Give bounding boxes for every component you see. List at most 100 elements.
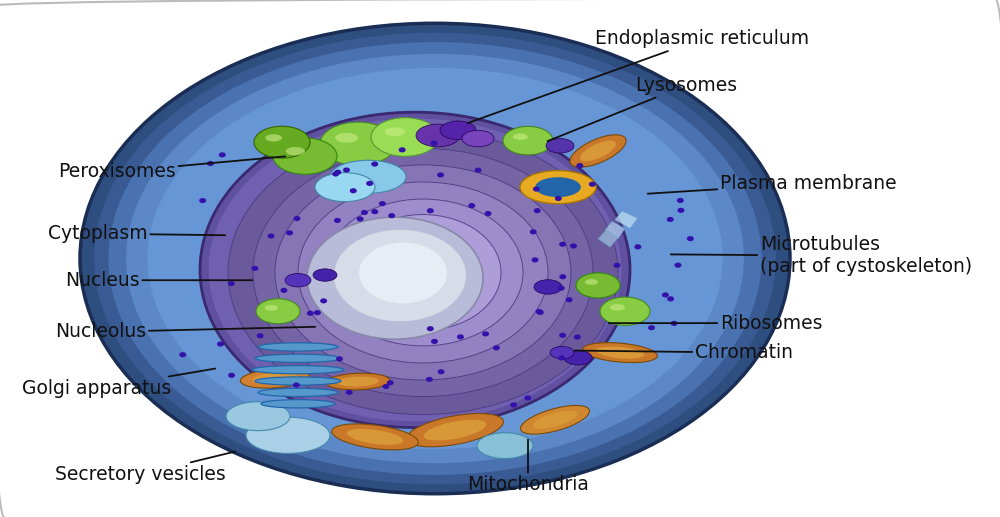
Ellipse shape [662,292,669,297]
Ellipse shape [298,182,548,363]
Ellipse shape [258,388,338,397]
Ellipse shape [200,112,630,428]
Ellipse shape [326,373,390,390]
Ellipse shape [477,433,533,459]
Ellipse shape [546,139,574,153]
Ellipse shape [431,339,438,344]
Ellipse shape [687,236,694,241]
Polygon shape [615,211,638,229]
Ellipse shape [371,161,378,166]
Ellipse shape [559,333,566,338]
Ellipse shape [293,383,300,388]
Ellipse shape [387,380,394,385]
Ellipse shape [437,172,444,177]
Ellipse shape [345,215,501,330]
Ellipse shape [240,369,310,388]
Ellipse shape [431,141,438,146]
Ellipse shape [382,384,389,389]
Text: Nucleus: Nucleus [65,271,252,290]
Ellipse shape [610,304,625,311]
Ellipse shape [252,366,344,374]
Ellipse shape [255,377,341,385]
Ellipse shape [307,217,483,339]
Ellipse shape [253,373,297,384]
Ellipse shape [379,201,386,206]
Ellipse shape [457,334,464,340]
Ellipse shape [583,343,657,362]
Ellipse shape [320,298,327,303]
Ellipse shape [559,274,566,279]
Ellipse shape [536,309,543,314]
Ellipse shape [261,400,335,408]
Ellipse shape [361,210,368,215]
Polygon shape [598,230,618,247]
Text: Ribosomes: Ribosomes [609,314,822,332]
Ellipse shape [596,346,644,359]
Text: Microtubules
(part of cystoskeleton): Microtubules (part of cystoskeleton) [671,235,972,277]
Ellipse shape [677,198,684,203]
Ellipse shape [314,310,321,315]
Ellipse shape [513,133,528,140]
Ellipse shape [254,126,310,158]
Ellipse shape [371,118,439,156]
Ellipse shape [589,181,596,187]
Ellipse shape [585,279,598,285]
Ellipse shape [677,208,684,213]
Ellipse shape [334,218,341,223]
Ellipse shape [253,148,593,397]
Text: Peroxisomes: Peroxisomes [58,156,285,181]
Ellipse shape [426,377,433,382]
Ellipse shape [347,429,403,445]
Ellipse shape [315,173,375,202]
Ellipse shape [485,211,492,216]
Ellipse shape [510,402,517,407]
Ellipse shape [332,424,418,450]
Ellipse shape [530,230,537,235]
Ellipse shape [251,266,258,271]
Ellipse shape [475,168,482,173]
Ellipse shape [226,402,290,431]
Text: Chromatin: Chromatin [575,343,793,362]
Ellipse shape [482,331,489,337]
Polygon shape [605,221,625,239]
Ellipse shape [179,352,186,357]
Ellipse shape [600,297,650,326]
Ellipse shape [427,326,434,331]
Ellipse shape [558,355,565,360]
Ellipse shape [535,177,581,197]
Ellipse shape [323,199,523,346]
Ellipse shape [268,233,275,238]
Ellipse shape [332,172,339,177]
Text: Mitochondria: Mitochondria [467,439,589,494]
Ellipse shape [258,343,338,351]
Ellipse shape [570,244,577,249]
Ellipse shape [576,273,620,298]
Ellipse shape [275,165,571,380]
Ellipse shape [416,124,460,147]
Ellipse shape [576,163,583,168]
Ellipse shape [199,198,206,203]
Ellipse shape [357,217,364,222]
Ellipse shape [559,242,566,247]
Ellipse shape [366,181,373,186]
Ellipse shape [209,118,621,421]
Ellipse shape [257,333,264,338]
Ellipse shape [320,122,396,165]
Ellipse shape [532,257,539,263]
Ellipse shape [533,410,577,429]
Text: Nucleolus: Nucleolus [55,323,315,341]
Ellipse shape [126,54,744,463]
Ellipse shape [550,346,574,359]
Ellipse shape [671,321,678,326]
Ellipse shape [207,161,214,166]
Ellipse shape [564,351,592,365]
Ellipse shape [346,390,353,395]
Ellipse shape [335,133,358,143]
Ellipse shape [440,121,476,140]
Text: Plasma membrane: Plasma membrane [648,174,897,194]
Ellipse shape [217,341,224,346]
Ellipse shape [336,356,343,361]
Ellipse shape [343,168,350,173]
Text: Secretory vesicles: Secretory vesicles [55,451,235,484]
Ellipse shape [555,196,562,201]
